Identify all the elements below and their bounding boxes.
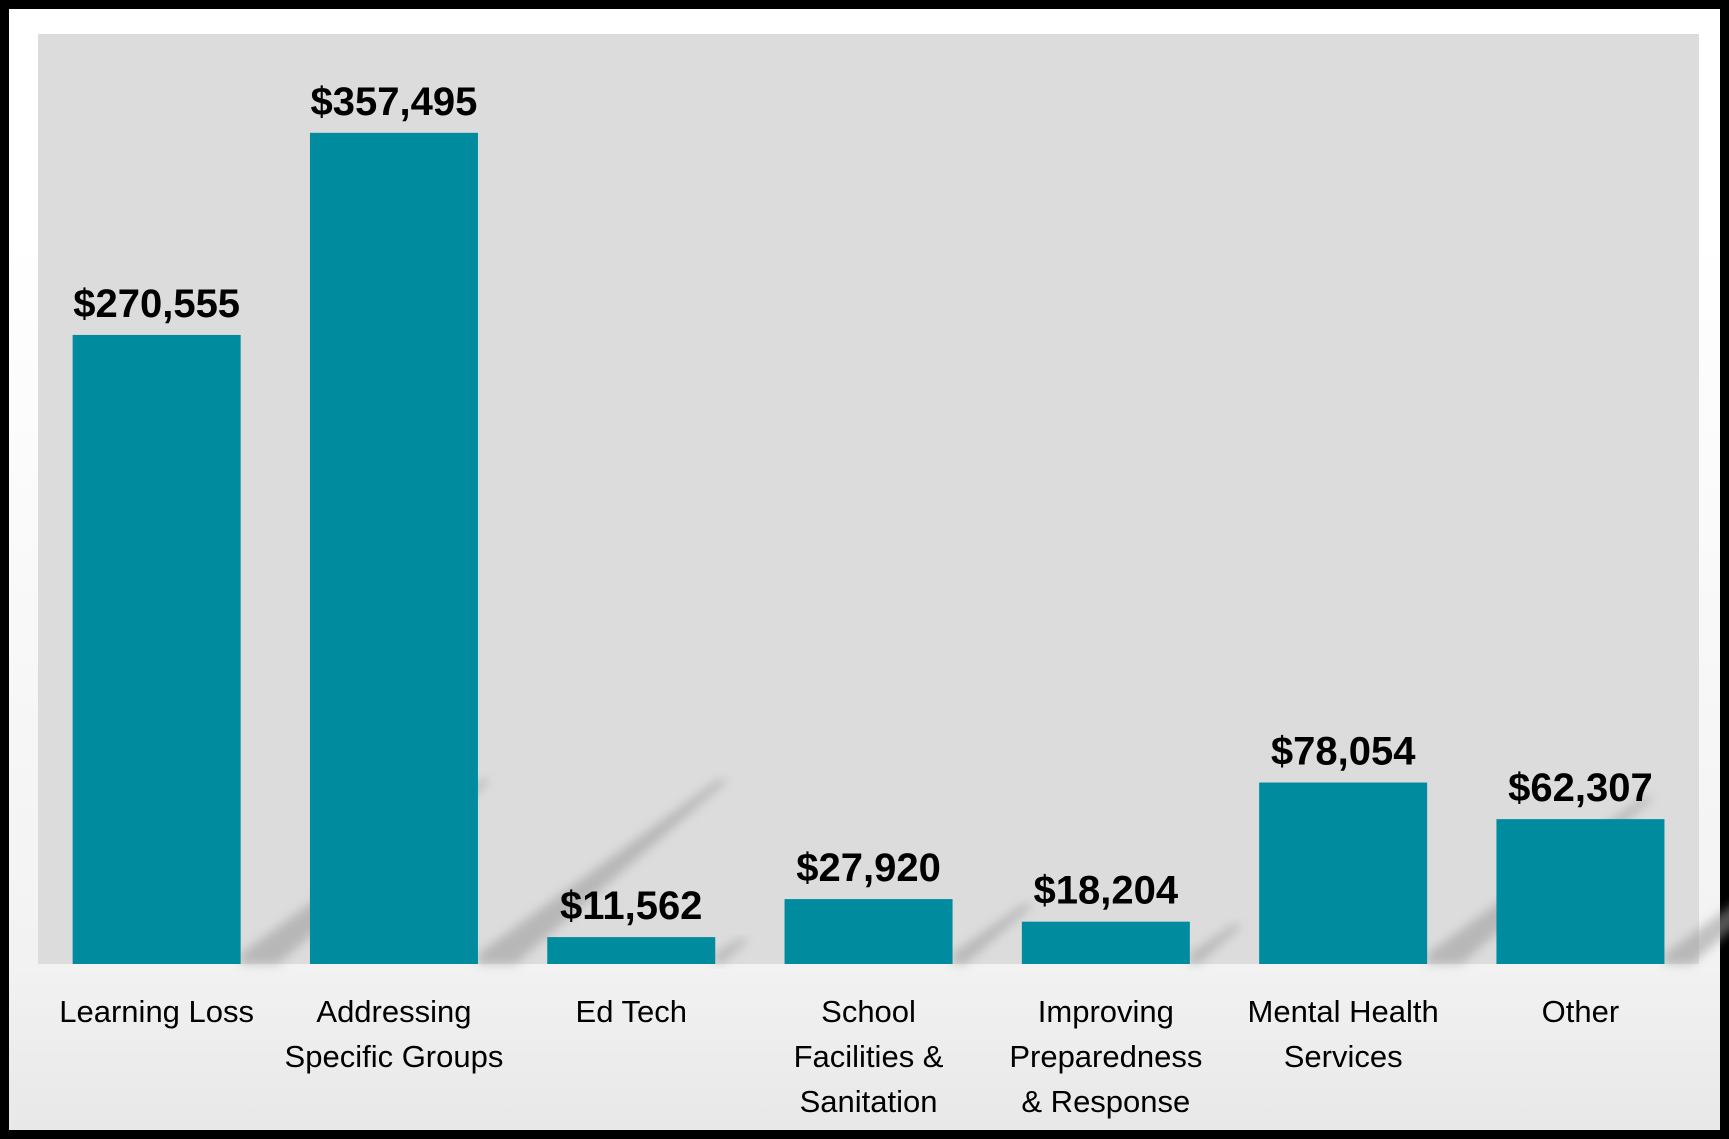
data-label: $78,054 xyxy=(1271,730,1416,774)
data-label: $270,555 xyxy=(73,282,240,326)
data-label: $27,920 xyxy=(796,846,941,890)
bar-shadow xyxy=(952,904,1034,964)
data-label: $18,204 xyxy=(1034,869,1179,913)
bar xyxy=(72,334,241,965)
category-tick-label: Learning Loss xyxy=(59,994,254,1029)
category-tick-label: Other xyxy=(1542,994,1620,1029)
data-label: $357,495 xyxy=(311,80,478,124)
category-tick-label: Addressing Specific Groups xyxy=(285,994,504,1074)
bar-shadow xyxy=(715,939,749,964)
bars-group xyxy=(72,132,1665,965)
category-tick-label: Mental Health Services xyxy=(1248,994,1439,1074)
bar-shadow xyxy=(1664,907,1729,964)
category-tick-label: Improving Preparedness & Response xyxy=(1009,994,1202,1119)
bar xyxy=(784,899,953,964)
bar-shadow xyxy=(1189,925,1243,964)
category-labels-group: Learning Loss Addressing Specific Groups Ed… xyxy=(59,994,1619,1119)
bar xyxy=(1496,819,1665,964)
bar xyxy=(309,132,478,965)
data-label: $62,307 xyxy=(1508,766,1653,810)
value-labels-group: $270,555 $357,495 $11,562 $27,920 $18,204 $78… xyxy=(73,80,1653,928)
category-tick-label: School Facilities & Sanitation xyxy=(794,994,944,1119)
bar xyxy=(547,937,716,964)
bar xyxy=(1259,782,1428,964)
bar-shadow xyxy=(477,780,728,964)
category-tick-label: Ed Tech xyxy=(576,994,687,1029)
data-label: $11,562 xyxy=(560,884,702,928)
bar xyxy=(1021,921,1190,964)
